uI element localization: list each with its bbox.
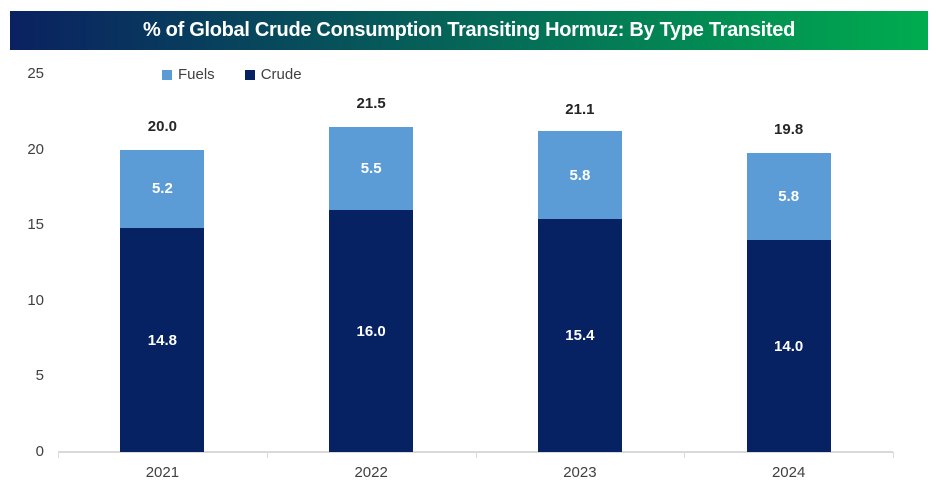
x-axis-tick (893, 452, 894, 458)
crude-value-label: 14.8 (147, 331, 177, 349)
fuels-value-label: 5.8 (778, 187, 800, 205)
x-axis-label-2023: 2023 (563, 464, 597, 481)
bar-segment-crude-2022: 16.0 (329, 210, 414, 452)
crude-value-label: 16.0 (356, 322, 386, 340)
fuels-value-label: 5.5 (360, 159, 382, 177)
fuels-legend-swatch-icon (162, 70, 172, 80)
x-axis-tick (266, 452, 268, 458)
bar-segment-fuels-2024: 5.8 (746, 152, 831, 241)
crude-legend-swatch-icon (244, 70, 255, 80)
crude-value-label: 15.4 (565, 327, 595, 345)
y-axis-tick-label: 10 (27, 291, 44, 309)
bar-segment-fuels-2022: 5.5 (329, 126, 414, 211)
x-axis-tick (475, 452, 477, 458)
x-axis-label-2024: 2024 (771, 464, 806, 481)
y-axis-tick-label: 25 (27, 65, 44, 82)
legend-label-crude: Crude (260, 66, 302, 83)
x-axis-tick (58, 452, 59, 458)
y-axis-tick-label: 20 (27, 140, 44, 158)
x-axis-tick (684, 452, 686, 458)
bar-segment-crude-2024: 14.0 (746, 240, 831, 452)
bar-total-label-2023: 21.1 (565, 100, 595, 118)
bar-total-label-2024: 19.8 (774, 120, 804, 138)
fuels-value-label: 5.8 (569, 166, 591, 184)
chart-title-bar: % of Global Crude Consumption Transiting… (10, 11, 928, 50)
y-axis-tick-label: 15 (27, 216, 44, 234)
bar-segment-crude-2023: 15.4 (537, 219, 622, 452)
legend-label-fuels: Fuels (178, 66, 215, 83)
crude-value-label: 14.0 (774, 337, 804, 355)
legend: Fuels Crude (162, 66, 332, 84)
y-axis-tick-label: 0 (35, 443, 44, 460)
fuels-value-label: 5.2 (151, 180, 173, 198)
chart-title: % of Global Crude Consumption Transiting… (142, 19, 796, 41)
bar-total-label-2022: 21.5 (356, 94, 386, 112)
bar-segment-fuels-2023: 5.8 (537, 131, 622, 220)
bar-segment-crude-2021: 14.8 (120, 228, 205, 452)
bar-segment-fuels-2021: 5.2 (120, 149, 205, 229)
legend-item-fuels: Fuels (162, 66, 215, 84)
x-axis-label-2021: 2021 (145, 464, 180, 481)
bar-total-label-2021: 20.0 (147, 117, 177, 135)
legend-item-crude: Crude (244, 66, 302, 84)
y-axis-tick-label: 5 (35, 367, 44, 385)
x-axis-label-2022: 2022 (354, 464, 388, 481)
